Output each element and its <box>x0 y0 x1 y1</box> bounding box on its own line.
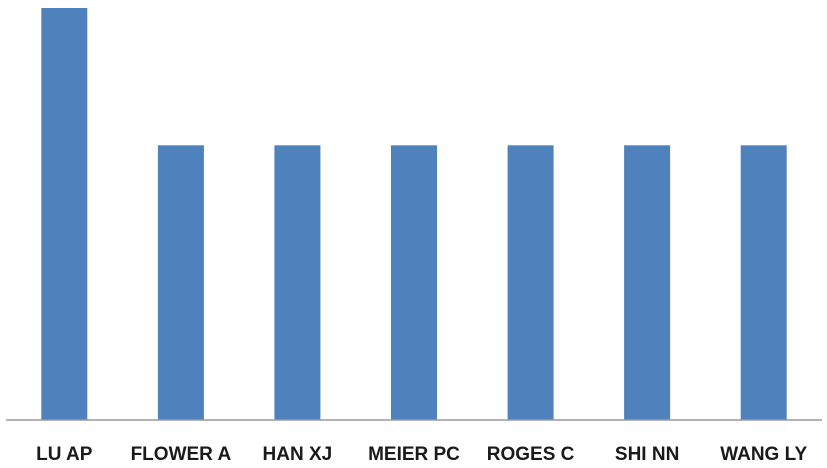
x-tick-label: SHI NN <box>615 444 679 465</box>
x-tick-label: LU AP <box>36 444 93 465</box>
x-tick-label: FLOWER A <box>131 444 232 465</box>
bars-group <box>41 8 787 421</box>
x-tick-labels: LU AP FLOWER A HAN XJ MEIER PC ROGES C SHI NN… <box>36 444 807 465</box>
x-tick-label: HAN XJ <box>263 444 333 465</box>
bar-lu-ap <box>41 8 88 420</box>
bar-meier-pc <box>391 145 437 421</box>
bar-roges-c <box>507 145 554 421</box>
bar-shi-nn <box>624 145 671 421</box>
bar-han-xj <box>274 145 321 421</box>
bar-flower-a <box>157 145 204 421</box>
x-tick-label: MEIER PC <box>368 444 460 465</box>
x-tick-label: ROGES C <box>487 444 575 465</box>
x-tick-label: WANG LY <box>720 444 807 465</box>
bar-wang-ly <box>740 145 787 421</box>
